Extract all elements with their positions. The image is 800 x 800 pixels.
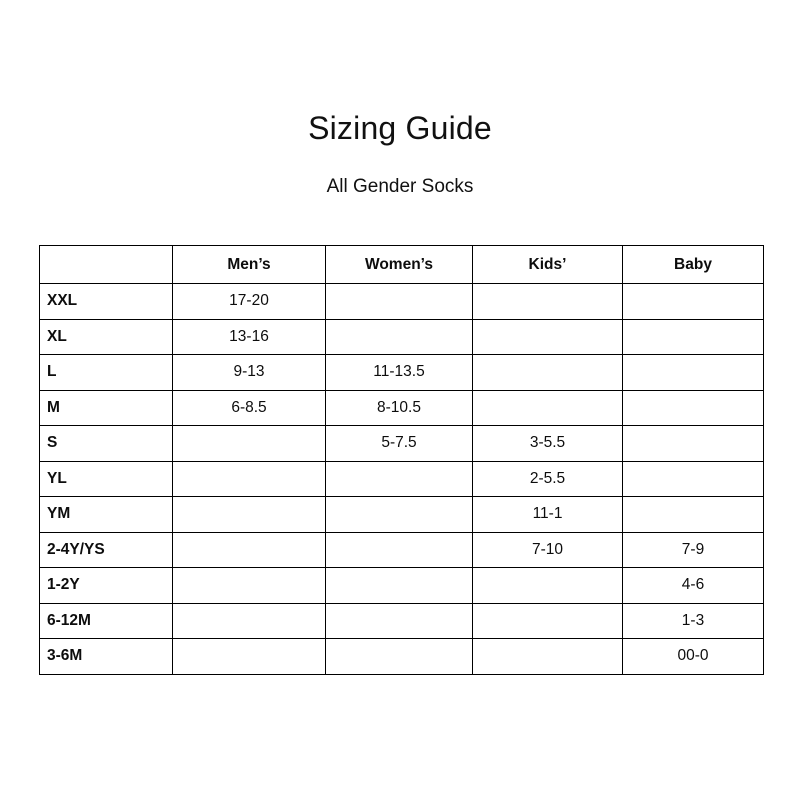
table-row: 6-12M 1-3 bbox=[39, 602, 764, 639]
cell-kids: 2-5.5 bbox=[472, 460, 623, 497]
cell-baby bbox=[622, 283, 764, 320]
cell-mens: 13-16 bbox=[172, 318, 326, 355]
table-row: L 9-13 11-13.5 bbox=[39, 354, 764, 391]
cell-womens: 11-13.5 bbox=[325, 354, 473, 391]
sizing-table-container: Men’s Women’s Kids’ Baby XXL 17-20 XL 13… bbox=[39, 245, 764, 675]
cell-mens: 9-13 bbox=[172, 354, 326, 391]
cell-womens bbox=[325, 496, 473, 533]
cell-baby bbox=[622, 354, 764, 391]
cell-baby bbox=[622, 496, 764, 533]
row-label: YL bbox=[39, 460, 173, 497]
sizing-table: Men’s Women’s Kids’ Baby XXL 17-20 XL 13… bbox=[39, 245, 764, 675]
table-row: S 5-7.5 3-5.5 bbox=[39, 425, 764, 462]
cell-kids bbox=[472, 389, 623, 426]
cell-baby bbox=[622, 389, 764, 426]
cell-womens: 8-10.5 bbox=[325, 389, 473, 426]
row-label: XXL bbox=[39, 283, 173, 320]
cell-mens bbox=[172, 567, 326, 604]
table-row: YL 2-5.5 bbox=[39, 460, 764, 497]
cell-baby bbox=[622, 460, 764, 497]
row-label: YM bbox=[39, 496, 173, 533]
cell-baby: 7-9 bbox=[622, 531, 764, 568]
cell-mens: 17-20 bbox=[172, 283, 326, 320]
row-label: 1-2Y bbox=[39, 567, 173, 604]
cell-baby bbox=[622, 318, 764, 355]
cell-mens bbox=[172, 460, 326, 497]
table-row: M 6-8.5 8-10.5 bbox=[39, 389, 764, 426]
cell-kids bbox=[472, 567, 623, 604]
row-label: 3-6M bbox=[39, 638, 173, 675]
cell-kids bbox=[472, 602, 623, 639]
cell-kids: 11-1 bbox=[472, 496, 623, 533]
table-row: 1-2Y 4-6 bbox=[39, 567, 764, 604]
cell-baby bbox=[622, 425, 764, 462]
cell-womens bbox=[325, 460, 473, 497]
table-header-row: Men’s Women’s Kids’ Baby bbox=[39, 245, 764, 284]
page-subtitle: All Gender Socks bbox=[326, 176, 474, 197]
cell-mens bbox=[172, 602, 326, 639]
column-header-womens: Women’s bbox=[325, 245, 473, 284]
row-label: 2-4Y/YS bbox=[39, 531, 173, 568]
row-label: M bbox=[39, 389, 173, 426]
cell-mens: 6-8.5 bbox=[172, 389, 326, 426]
cell-baby: 4-6 bbox=[622, 567, 764, 604]
table-row: XL 13-16 bbox=[39, 318, 764, 355]
cell-kids bbox=[472, 354, 623, 391]
cell-womens bbox=[325, 283, 473, 320]
cell-kids bbox=[472, 318, 623, 355]
table-row: YM 11-1 bbox=[39, 496, 764, 533]
column-header-mens: Men’s bbox=[172, 245, 326, 284]
table-row: XXL 17-20 bbox=[39, 283, 764, 320]
cell-kids: 3-5.5 bbox=[472, 425, 623, 462]
cell-baby: 00-0 bbox=[622, 638, 764, 675]
cell-kids bbox=[472, 638, 623, 675]
table-header: Men’s Women’s Kids’ Baby bbox=[39, 245, 764, 284]
cell-mens bbox=[172, 496, 326, 533]
cell-womens bbox=[325, 638, 473, 675]
column-header-kids: Kids’ bbox=[472, 245, 623, 284]
table-corner-cell bbox=[39, 245, 173, 284]
cell-kids: 7-10 bbox=[472, 531, 623, 568]
cell-mens bbox=[172, 531, 326, 568]
row-label: S bbox=[39, 425, 173, 462]
table-row: 2-4Y/YS 7-10 7-9 bbox=[39, 531, 764, 568]
title-block: Sizing Guide All Gender Socks bbox=[0, 108, 800, 200]
cell-womens: 5-7.5 bbox=[325, 425, 473, 462]
cell-kids bbox=[472, 283, 623, 320]
cell-womens bbox=[325, 602, 473, 639]
row-label: L bbox=[39, 354, 173, 391]
cell-womens bbox=[325, 318, 473, 355]
cell-baby: 1-3 bbox=[622, 602, 764, 639]
cell-womens bbox=[325, 567, 473, 604]
table-body: XXL 17-20 XL 13-16 L 9-13 11-13.5 bbox=[39, 283, 764, 675]
cell-womens bbox=[325, 531, 473, 568]
table-row: 3-6M 00-0 bbox=[39, 638, 764, 675]
row-label: 6-12M bbox=[39, 602, 173, 639]
page-title: Sizing Guide bbox=[308, 110, 492, 146]
cell-mens bbox=[172, 638, 326, 675]
cell-mens bbox=[172, 425, 326, 462]
column-header-baby: Baby bbox=[622, 245, 764, 284]
row-label: XL bbox=[39, 318, 173, 355]
